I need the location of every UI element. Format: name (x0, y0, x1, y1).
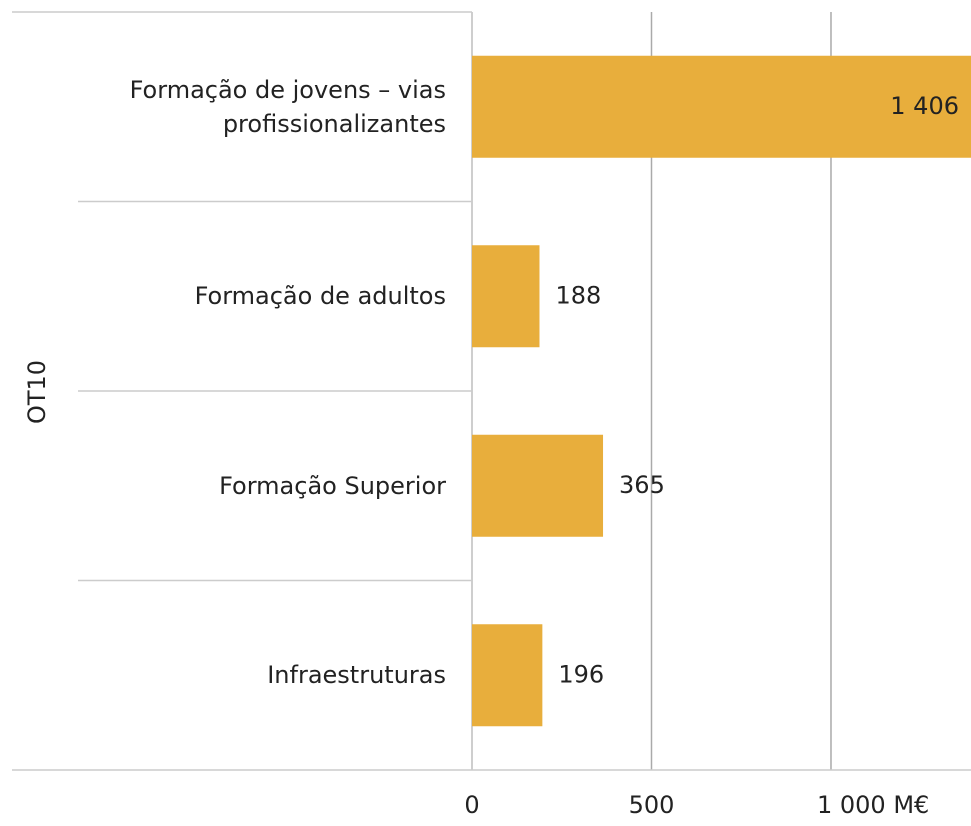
x-tick-label: 500 (629, 791, 675, 819)
bar (472, 55, 971, 158)
category-label: Formação de adultos (194, 282, 446, 311)
value-label: 1 406 (890, 92, 959, 120)
value-label: 188 (555, 281, 601, 309)
bar (472, 624, 543, 727)
bars (472, 55, 971, 727)
category-label: Infraestruturas (267, 661, 446, 690)
category-label-box: Formação Superior (219, 471, 446, 500)
y-axis-label: OT10 (23, 360, 51, 424)
bar (472, 245, 540, 348)
category-label-box: Infraestruturas (267, 661, 446, 690)
category-label-box: Formação de jovens – vias profissionaliz… (129, 75, 446, 138)
x-tick-label: 0 (464, 791, 479, 819)
category-label: Formação Superior (219, 471, 446, 500)
x-tick-label: 1 000 M€ (817, 791, 929, 819)
category-label-box: Formação de adultos (194, 282, 446, 311)
value-label: 196 (558, 660, 604, 688)
bar (472, 434, 604, 537)
category-label: Formação de jovens – vias profissionaliz… (129, 75, 446, 138)
value-label: 365 (619, 471, 665, 499)
